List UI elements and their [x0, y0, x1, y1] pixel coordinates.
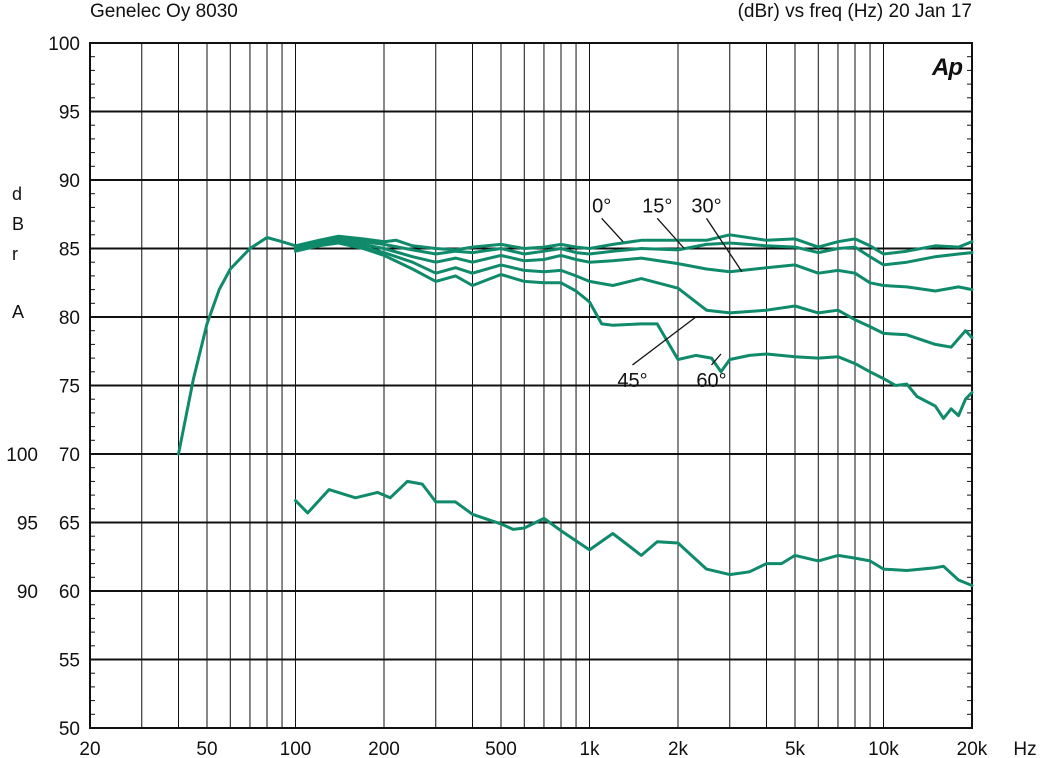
y-title-letter-d: d: [12, 184, 23, 204]
y-tick-label: 65: [59, 514, 80, 535]
series-line-2: [294, 238, 974, 293]
series-line-4: [294, 241, 974, 420]
annotation-label-1: 15°: [642, 195, 672, 217]
chart-title: Genelec Oy 8030: [90, 1, 238, 22]
y-title-letter-b: B: [12, 214, 25, 234]
annotation-leader-0: [601, 217, 624, 243]
x-tick-label: 10k: [868, 739, 899, 758]
series-line-0: [177, 233, 974, 456]
y-tick-label: 100: [48, 34, 80, 55]
y-title-letter-r: r: [12, 244, 18, 264]
y-tick-label: 60: [59, 582, 80, 603]
x-tick-label: 1k: [579, 739, 600, 758]
annotation-leader-4: [711, 353, 722, 366]
y-tick-label: 80: [59, 308, 80, 329]
ap-logo: Ap: [932, 54, 963, 81]
y-title-letter-a: A: [12, 302, 25, 322]
x-tick-label: 20: [79, 739, 100, 758]
x-tick-label: 50: [196, 739, 217, 758]
annotation-leader-2: [705, 218, 743, 273]
x-tick-label: 20k: [957, 739, 988, 758]
x-tick-label: 100: [280, 739, 312, 758]
y-secondary-tick-label: 100: [6, 445, 38, 466]
x-tick-label: 200: [368, 739, 400, 758]
annotation-label-0: 0°: [592, 195, 611, 217]
y-tick-label: 50: [59, 719, 80, 740]
annotation-label-3: 45°: [617, 370, 647, 392]
annotation-leader-1: [656, 217, 685, 249]
y-tick-label: 75: [59, 377, 80, 398]
annotation-label-4: 60°: [696, 370, 726, 392]
x-tick-label: 500: [485, 739, 517, 758]
annotation-label-2: 30°: [691, 195, 721, 217]
y-tick-label: 90: [59, 171, 80, 192]
y-secondary-tick-label: 90: [17, 582, 38, 603]
series-line-5: [294, 479, 974, 587]
plot-frame: [89, 42, 973, 729]
y-tick-label: 85: [59, 240, 80, 261]
y-secondary-tick-label: 95: [17, 514, 38, 535]
y-tick-label: 95: [59, 103, 80, 124]
chart-subtitle: (dBr) vs freq (Hz) 20 Jan 17: [737, 1, 972, 22]
x-tick-label: 5k: [785, 739, 806, 758]
y-tick-label: 70: [59, 445, 80, 466]
series-line-3: [294, 240, 974, 349]
annotation-leader-3: [632, 316, 697, 366]
series-line-1: [294, 236, 974, 267]
x-tick-label: 2k: [668, 739, 689, 758]
y-tick-label: 55: [59, 651, 80, 672]
x-unit-label: Hz: [1013, 739, 1036, 758]
